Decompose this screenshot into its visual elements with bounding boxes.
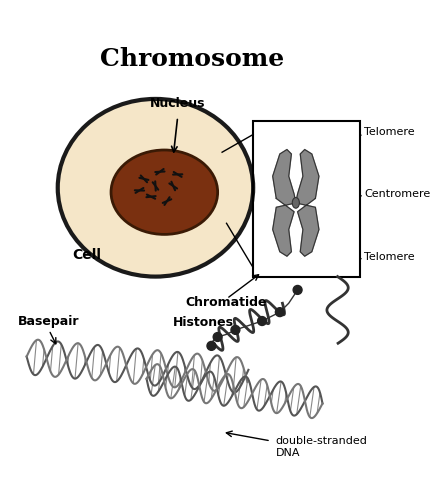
Circle shape: [293, 285, 302, 294]
Bar: [253, 121, 360, 276]
Text: Basepair: Basepair: [18, 314, 79, 327]
Text: Chromatide: Chromatide: [186, 296, 267, 309]
Ellipse shape: [58, 99, 253, 276]
Circle shape: [213, 332, 222, 341]
Ellipse shape: [111, 150, 218, 235]
Text: Telomere: Telomere: [364, 252, 415, 262]
Text: Chromosome: Chromosome: [100, 47, 284, 71]
Circle shape: [275, 308, 284, 316]
Text: Telomere: Telomere: [364, 127, 415, 137]
Text: double-stranded
DNA: double-stranded DNA: [275, 437, 367, 458]
Circle shape: [257, 316, 267, 325]
Text: Centromere: Centromere: [364, 189, 430, 199]
Text: Histones: Histones: [173, 316, 234, 329]
Polygon shape: [296, 150, 319, 256]
Circle shape: [207, 341, 216, 350]
Text: Cell: Cell: [73, 248, 102, 262]
Ellipse shape: [292, 198, 299, 208]
Polygon shape: [273, 150, 296, 256]
Circle shape: [231, 325, 240, 334]
Text: Nucleus: Nucleus: [150, 97, 206, 110]
